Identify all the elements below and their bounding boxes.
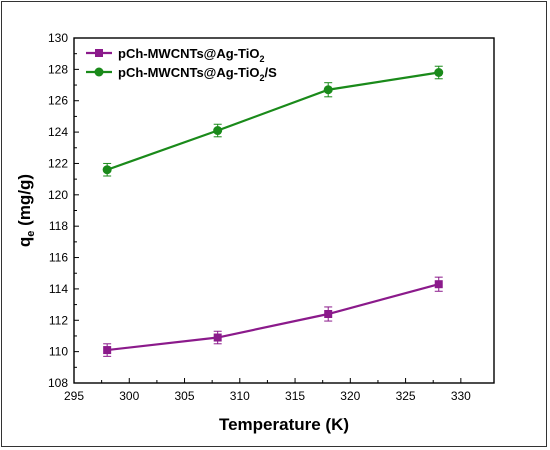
y-tick-label: 116 [49,251,68,265]
data-point [323,85,333,95]
y-tick-label: 120 [48,188,68,202]
y-axis-ticks: 108 110 112 114 116 118 120 122 124 126 128 130 [48,31,79,390]
x-tick-label: 325 [396,389,416,403]
legend-item: pCh-MWCNTs@Ag-TiO2/S [86,65,277,83]
y-tick-label: 124 [48,125,68,139]
x-tick-label: 330 [451,389,471,403]
x-tick-label: 305 [175,389,195,403]
y-tick-label: 114 [49,282,68,296]
data-point [103,346,112,355]
series-line [107,283,440,352]
legend-label: pCh-MWCNTs@Ag-TiO2/S [118,65,277,83]
x-tick-label: 300 [119,389,139,403]
legend-item: pCh-MWCNTs@Ag-TiO2 [86,46,264,64]
legend-label: pCh-MWCNTs@Ag-TiO2 [118,46,264,64]
x-axis-ticks: 295 300 305 310 315 320 325 330 [64,378,471,403]
y-axis-label-sub: e [25,231,37,237]
y-axis-label-main: q [15,237,34,247]
y-tick-label: 118 [49,219,68,233]
x-tick-label: 295 [64,389,84,403]
y-tick-label: 112 [49,313,68,327]
x-axis-label: Temperature (K) [219,415,349,434]
data-point [213,126,223,136]
series-layer [102,65,444,357]
x-tick-label: 320 [340,389,360,403]
data-point [102,165,112,175]
series-line [106,71,439,171]
y-tick-label: 128 [48,62,68,76]
legend-swatch-marker [95,49,103,57]
y-tick-label: 130 [48,31,68,45]
y-tick-label: 108 [48,376,68,390]
series-2 [102,65,444,177]
data-point [434,280,443,289]
series-1 [103,276,443,357]
data-point [324,310,333,318]
y-tick-label: 110 [49,345,68,359]
x-tick-label: 315 [285,389,305,403]
y-tick-label: 122 [48,156,68,170]
y-tick-label: 126 [48,94,68,108]
svg-text:qe (mg/g): qe (mg/g) [15,174,37,247]
legend-swatch-marker [94,67,104,77]
plot-area-frame [73,37,495,384]
data-point [213,333,222,342]
y-axis-label-unit: (mg/g) [15,174,34,231]
data-point [434,68,444,77]
y-axis-label: qe (mg/g) [15,174,37,247]
x-tick-label: 310 [230,389,250,403]
